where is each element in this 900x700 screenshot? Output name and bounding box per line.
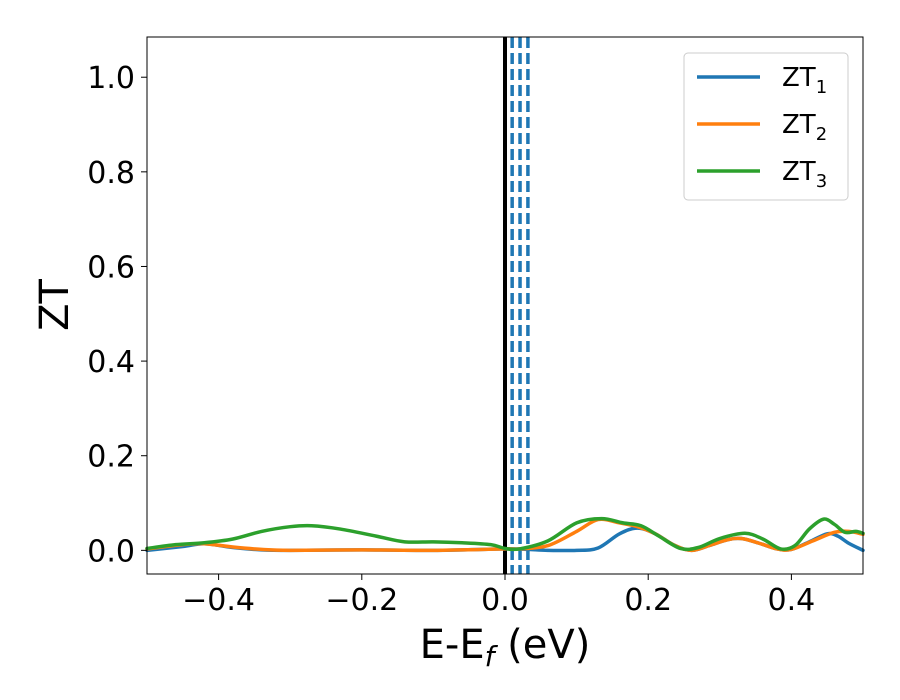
x-tick-label: 0.4 bbox=[768, 583, 816, 618]
y-tick-label: 1.0 bbox=[87, 61, 135, 96]
x-tick-label: 0.2 bbox=[624, 583, 672, 618]
legend-frame bbox=[683, 52, 849, 201]
y-tick-label: 0.6 bbox=[87, 250, 135, 285]
y-tick-label: 0.0 bbox=[87, 534, 135, 569]
x-tick-label: 0.0 bbox=[481, 583, 529, 618]
y-axis-label: ZT bbox=[32, 279, 78, 331]
reference-lines bbox=[503, 37, 530, 574]
y-axis-ticks: 0.0 0.2 0.4 0.6 0.8 1.0 bbox=[87, 61, 147, 569]
y-tick-label: 0.8 bbox=[87, 156, 135, 191]
series-lines bbox=[145, 516, 865, 553]
series-line-zt3 bbox=[145, 516, 865, 552]
x-tick-label: −0.4 bbox=[182, 583, 255, 618]
x-axis-ticks: −0.4 −0.2 0.0 0.2 0.4 bbox=[182, 574, 815, 618]
legend-label-zt2: ZT2 bbox=[782, 110, 827, 145]
y-tick-label: 0.2 bbox=[87, 440, 135, 475]
x-tick-label: −0.2 bbox=[325, 583, 398, 618]
y-tick-label: 0.4 bbox=[87, 345, 135, 380]
legend-label-zt3: ZT3 bbox=[782, 157, 827, 192]
legend: ZT1 ZT2 ZT3 bbox=[683, 52, 849, 201]
x-axis-label: E-Ef (eV) bbox=[420, 622, 591, 673]
legend-label-zt1: ZT1 bbox=[782, 63, 827, 98]
